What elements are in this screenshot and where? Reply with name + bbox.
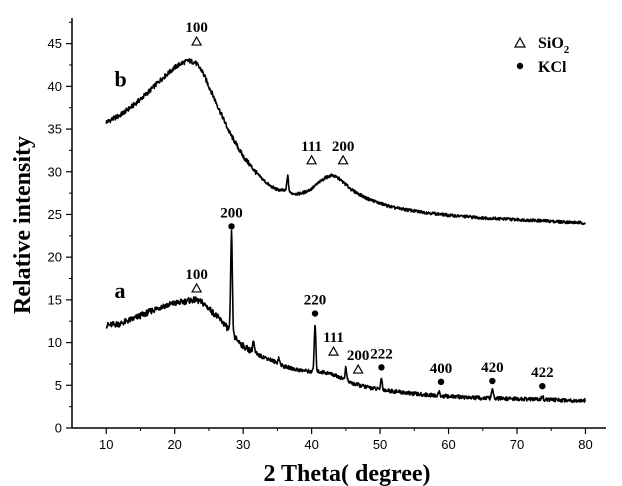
x-tick-label: 70 (510, 437, 524, 452)
sio2-peak-marker (352, 363, 364, 374)
peak-label: 222 (370, 346, 393, 362)
kcl-peak-marker (228, 223, 235, 230)
y-tick-label: 5 (55, 378, 62, 393)
peak-label: 100 (185, 267, 208, 283)
series-label-b: b (114, 66, 126, 91)
legend-dot-marker (516, 62, 524, 70)
legend-sio2-text: SiO (538, 35, 564, 52)
sio2-peak-marker (191, 282, 203, 293)
legend-sio2-subscript: 2 (564, 44, 570, 56)
legend-label-kcl: KCl (538, 59, 567, 76)
peak-label: 111 (323, 330, 344, 346)
sio2-peak-marker (306, 154, 318, 165)
x-tick-label: 80 (578, 437, 592, 452)
y-tick-label: 30 (48, 164, 62, 179)
kcl-peak-marker (437, 378, 445, 386)
y-tick-label: 20 (48, 250, 62, 265)
x-tick-label: 50 (373, 437, 387, 452)
kcl-peak-marker (311, 310, 319, 317)
kcl-peak-marker (539, 382, 546, 390)
peak-label: 100 (185, 20, 208, 36)
kcl-peak-marker (378, 364, 385, 371)
peak-label: 200 (332, 139, 355, 155)
series-b-line (105, 58, 586, 226)
peak-label: 200 (347, 348, 370, 364)
y-tick-label: 10 (48, 335, 62, 350)
sio2-peak-marker (337, 154, 349, 165)
x-axis-title: 2 Theta( degree) (263, 461, 430, 486)
y-tick-label: 45 (48, 36, 62, 51)
sio2-peak-marker (327, 345, 340, 356)
y-tick-label: 15 (48, 292, 62, 307)
series-a-line (105, 229, 586, 404)
y-axis-title: Relative intensity (10, 136, 36, 314)
y-tick-label: 40 (48, 79, 62, 94)
kcl-peak-marker (489, 377, 496, 385)
y-tick-label: 25 (48, 207, 62, 222)
peak-label: 400 (430, 361, 453, 377)
y-tick-label: 0 (55, 421, 62, 436)
legend-label-sio2: SiO2 (538, 35, 570, 56)
peak-label: 111 (301, 139, 322, 155)
sio2-peak-marker (191, 35, 203, 46)
legend-triangle-marker (513, 36, 527, 48)
x-tick-label: 20 (167, 437, 181, 452)
y-tick-label: 35 (48, 122, 62, 137)
x-tick-label: 30 (236, 437, 250, 452)
peak-label: 200 (220, 205, 243, 221)
series-label-a: a (114, 278, 125, 303)
x-tick-label: 60 (441, 437, 455, 452)
peak-label: 420 (481, 360, 504, 376)
peak-label: 422 (531, 365, 554, 381)
x-tick-label: 10 (99, 437, 113, 452)
x-tick-label: 40 (304, 437, 318, 452)
peak-label: 220 (304, 293, 327, 309)
